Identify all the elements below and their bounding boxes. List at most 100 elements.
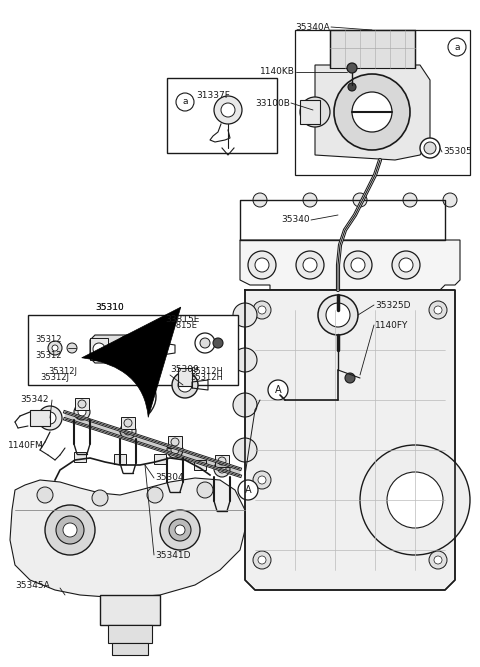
Bar [112, 643, 148, 655]
Text: 35312: 35312 [35, 336, 61, 344]
Circle shape [233, 393, 257, 417]
Circle shape [176, 93, 194, 111]
Bar [178, 368, 192, 386]
Bar [74, 452, 86, 462]
Circle shape [258, 306, 266, 314]
Polygon shape [90, 335, 160, 363]
Bar [295, 30, 470, 175]
Circle shape [74, 404, 90, 420]
Circle shape [318, 295, 358, 335]
Text: a: a [454, 43, 460, 51]
Circle shape [334, 74, 410, 150]
Circle shape [253, 471, 271, 489]
Circle shape [93, 343, 105, 355]
Circle shape [45, 505, 95, 555]
Circle shape [169, 519, 191, 541]
Circle shape [392, 251, 420, 279]
Text: 35342: 35342 [20, 396, 48, 404]
Circle shape [172, 372, 198, 398]
Circle shape [238, 480, 258, 500]
Text: 1140FM: 1140FM [8, 440, 44, 450]
Circle shape [347, 63, 357, 73]
Circle shape [233, 348, 257, 372]
Circle shape [434, 306, 442, 314]
Circle shape [92, 490, 108, 506]
Bar [90, 338, 108, 360]
Circle shape [352, 92, 392, 132]
Circle shape [78, 408, 86, 416]
Text: 33815E: 33815E [165, 321, 197, 329]
Circle shape [48, 341, 62, 355]
Text: 35341D: 35341D [155, 550, 191, 560]
Bar [108, 625, 152, 643]
Circle shape [160, 510, 200, 550]
Circle shape [218, 465, 226, 473]
Circle shape [195, 333, 215, 353]
Circle shape [78, 400, 86, 408]
Text: 1140FY: 1140FY [375, 321, 408, 329]
Bar [114, 454, 126, 464]
Text: 31337F: 31337F [196, 91, 230, 99]
Text: 35312H: 35312H [190, 368, 223, 376]
Circle shape [429, 301, 447, 319]
Circle shape [218, 457, 226, 465]
Text: 1140KB: 1140KB [260, 67, 295, 77]
Bar [28, 315, 238, 385]
Circle shape [253, 551, 271, 569]
Text: 35340A: 35340A [295, 23, 330, 31]
Circle shape [171, 446, 179, 454]
Circle shape [178, 378, 192, 392]
Text: 35345A: 35345A [15, 580, 50, 590]
Circle shape [424, 142, 436, 154]
Circle shape [37, 487, 53, 503]
Circle shape [167, 442, 183, 458]
Circle shape [200, 338, 210, 348]
Polygon shape [240, 240, 460, 290]
Circle shape [214, 461, 230, 477]
Bar [300, 100, 320, 124]
Circle shape [116, 335, 144, 363]
Circle shape [258, 556, 266, 564]
Text: A: A [245, 485, 252, 495]
Bar [194, 460, 206, 470]
Circle shape [213, 338, 223, 348]
Circle shape [351, 258, 365, 272]
Circle shape [344, 251, 372, 279]
Circle shape [175, 525, 185, 535]
Polygon shape [10, 478, 245, 598]
Circle shape [353, 193, 367, 207]
Text: a: a [182, 97, 188, 107]
Text: 35310: 35310 [96, 303, 124, 313]
Bar [154, 454, 166, 464]
Text: 35325D: 35325D [375, 301, 410, 309]
Circle shape [268, 380, 288, 400]
Circle shape [171, 438, 179, 446]
Text: 35309: 35309 [170, 366, 199, 374]
Bar [30, 410, 50, 426]
Circle shape [253, 301, 271, 319]
Circle shape [253, 193, 267, 207]
Circle shape [255, 258, 269, 272]
Text: A: A [275, 385, 281, 395]
Polygon shape [330, 30, 415, 68]
Text: 35312J: 35312J [48, 368, 77, 376]
Text: 33100B: 33100B [255, 99, 290, 107]
Circle shape [448, 38, 466, 56]
Circle shape [233, 438, 257, 462]
Circle shape [303, 258, 317, 272]
Text: 35305: 35305 [443, 147, 472, 157]
Text: 35340: 35340 [281, 215, 310, 225]
Circle shape [38, 406, 62, 430]
Circle shape [258, 476, 266, 484]
Circle shape [52, 345, 58, 351]
Circle shape [197, 482, 213, 498]
Circle shape [44, 412, 56, 424]
Text: 35312: 35312 [35, 352, 61, 360]
Circle shape [303, 193, 317, 207]
Bar [100, 595, 160, 625]
Text: 35310: 35310 [96, 303, 124, 313]
Circle shape [345, 373, 355, 383]
Circle shape [399, 258, 413, 272]
Text: 35312J: 35312J [40, 374, 69, 382]
Text: 33815E: 33815E [165, 315, 199, 325]
